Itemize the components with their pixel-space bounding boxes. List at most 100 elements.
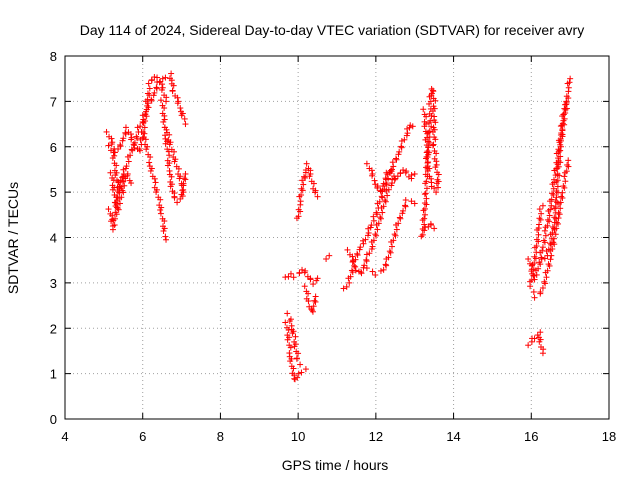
data-point bbox=[103, 128, 110, 135]
x-axis-label: GPS time / hours bbox=[282, 457, 389, 473]
data-point bbox=[396, 148, 403, 155]
data-point bbox=[153, 189, 160, 196]
data-point bbox=[301, 173, 308, 180]
data-point bbox=[105, 206, 112, 213]
data-point bbox=[424, 167, 431, 174]
data-point bbox=[110, 177, 117, 184]
data-point bbox=[177, 105, 184, 112]
data-point bbox=[377, 188, 384, 195]
data-point bbox=[378, 193, 385, 200]
data-point bbox=[432, 136, 439, 143]
x-tick-label: 4 bbox=[61, 429, 68, 444]
data-point bbox=[302, 366, 309, 373]
data-point bbox=[298, 369, 305, 376]
data-point bbox=[147, 154, 154, 161]
data-point bbox=[354, 252, 361, 259]
data-point bbox=[546, 212, 553, 219]
data-point bbox=[557, 205, 564, 212]
data-point bbox=[423, 201, 430, 208]
data-point bbox=[429, 108, 436, 115]
data-point bbox=[423, 113, 430, 120]
data-point bbox=[153, 85, 160, 92]
data-point bbox=[423, 185, 430, 192]
data-point bbox=[298, 191, 305, 198]
data-point bbox=[115, 179, 122, 186]
data-point bbox=[423, 178, 430, 185]
data-point bbox=[389, 243, 395, 250]
data-point bbox=[422, 190, 429, 197]
data-point bbox=[540, 237, 547, 244]
data-point bbox=[286, 318, 293, 324]
data-point bbox=[531, 276, 538, 283]
x-tick-label: 6 bbox=[139, 429, 146, 444]
data-point bbox=[153, 84, 160, 91]
data-point bbox=[127, 131, 134, 138]
data-point bbox=[411, 200, 418, 207]
data-point bbox=[421, 200, 428, 207]
data-point bbox=[157, 196, 164, 203]
data-point bbox=[411, 170, 418, 177]
data-point bbox=[435, 171, 442, 178]
data-point bbox=[402, 197, 409, 203]
data-point bbox=[420, 106, 427, 113]
data-point bbox=[537, 289, 544, 296]
data-point bbox=[115, 146, 122, 153]
data-point bbox=[363, 160, 370, 167]
data-point bbox=[139, 135, 146, 142]
data-point bbox=[407, 122, 414, 129]
data-point bbox=[563, 93, 570, 100]
data-point bbox=[282, 319, 289, 326]
data-point bbox=[560, 183, 567, 190]
data-point bbox=[530, 266, 537, 273]
data-point bbox=[117, 200, 123, 207]
data-point bbox=[426, 110, 433, 117]
data-point bbox=[432, 97, 439, 104]
data-point bbox=[377, 214, 384, 221]
data-point bbox=[531, 335, 538, 342]
data-point bbox=[548, 235, 555, 242]
data-point bbox=[397, 169, 404, 176]
data-point bbox=[400, 207, 407, 214]
data-point bbox=[422, 136, 429, 143]
data-point bbox=[385, 186, 392, 193]
data-point bbox=[561, 173, 568, 180]
data-point bbox=[174, 94, 181, 101]
data-point bbox=[549, 190, 556, 197]
data-point bbox=[310, 180, 317, 187]
y-tick-label: 0 bbox=[50, 412, 57, 427]
data-point bbox=[419, 231, 426, 238]
data-point bbox=[174, 199, 181, 206]
data-point bbox=[541, 255, 548, 262]
data-point bbox=[299, 266, 306, 273]
y-tick-label: 4 bbox=[50, 231, 57, 246]
data-point bbox=[136, 146, 143, 153]
data-point bbox=[112, 172, 119, 179]
data-point bbox=[559, 195, 566, 202]
data-point bbox=[380, 203, 387, 210]
data-point bbox=[287, 344, 294, 351]
data-point bbox=[326, 252, 333, 259]
data-point bbox=[168, 173, 175, 180]
data-point bbox=[533, 271, 540, 278]
data-point bbox=[536, 221, 543, 228]
data-point bbox=[560, 111, 567, 118]
data-point bbox=[174, 100, 181, 107]
data-point bbox=[380, 180, 387, 187]
data-point bbox=[537, 329, 544, 336]
data-point bbox=[151, 175, 158, 182]
data-point bbox=[300, 181, 307, 188]
data-point bbox=[563, 98, 570, 105]
data-point bbox=[340, 285, 347, 292]
data-point bbox=[538, 210, 545, 217]
data-point bbox=[566, 79, 573, 86]
data-point bbox=[554, 171, 561, 178]
x-tick-label: 14 bbox=[446, 429, 460, 444]
data-point bbox=[394, 173, 401, 180]
data-point bbox=[549, 229, 556, 236]
data-point bbox=[553, 188, 560, 195]
data-point bbox=[422, 211, 429, 218]
data-point bbox=[393, 156, 400, 163]
data-point bbox=[551, 205, 558, 212]
data-point bbox=[549, 224, 556, 231]
data-point bbox=[533, 243, 540, 250]
